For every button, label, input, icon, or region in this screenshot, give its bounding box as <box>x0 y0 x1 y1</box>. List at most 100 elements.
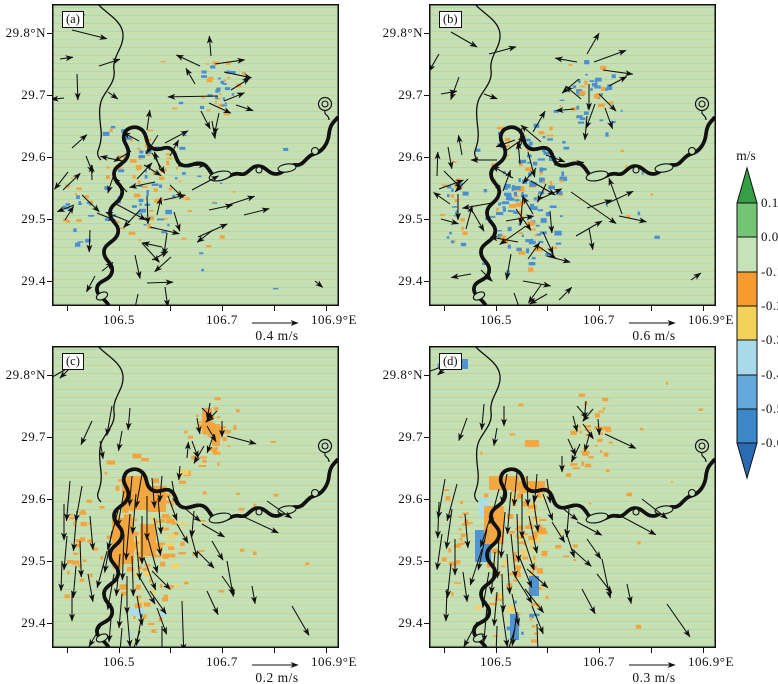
y-axis-label: 29.7 <box>21 429 46 444</box>
x-tick-mark <box>66 648 68 653</box>
anomaly-speckles <box>62 11 289 290</box>
y-tick-mark <box>424 560 429 562</box>
y-tick-mark <box>47 94 52 96</box>
y-axis-label: 29.4 <box>21 273 46 288</box>
x-tick-mark <box>443 648 445 653</box>
y-tick-mark <box>424 280 429 282</box>
y-tick-mark <box>47 436 52 438</box>
map-panel-b <box>429 4 716 306</box>
wind-vectors <box>429 361 691 648</box>
x-tick-mark <box>273 306 275 311</box>
y-tick-mark <box>424 32 429 34</box>
x-tick-mark <box>325 648 327 653</box>
y-tick-mark <box>47 622 52 624</box>
x-axis-label: 106.5 <box>103 654 135 669</box>
y-axis-label: 29.5 <box>21 211 46 226</box>
colorbar-tick-label: -0.6 <box>761 435 778 450</box>
x-tick-mark <box>495 648 497 653</box>
x-tick-mark <box>598 306 600 311</box>
y-axis-label: 29.6 <box>398 491 423 506</box>
anomaly-speckles <box>64 356 310 636</box>
colorbar-tick-label: -0.4 <box>761 367 778 382</box>
x-tick-mark <box>118 648 120 653</box>
x-axis-label: 106.7 <box>583 654 615 669</box>
colorbar <box>736 166 758 480</box>
x-tick-mark <box>169 648 171 653</box>
x-tick-mark <box>221 648 223 653</box>
y-axis-label: 29.8°N <box>382 25 423 40</box>
y-axis-label: 29.7 <box>398 429 423 444</box>
y-axis-label: 29.4 <box>398 273 423 288</box>
colorbar-tick-label: 0.0 <box>761 229 778 244</box>
reference-vector-label: 0.3 m/s <box>632 670 676 684</box>
panel-label-d: (d) <box>439 353 462 370</box>
y-tick-mark <box>424 374 429 376</box>
colorbar-tick-label: 0.1 <box>761 195 778 210</box>
y-tick-mark <box>424 622 429 624</box>
y-tick-mark <box>47 32 52 34</box>
y-tick-mark <box>47 156 52 158</box>
y-axis-label: 29.6 <box>21 491 46 506</box>
y-tick-mark <box>424 94 429 96</box>
anomaly-speckles <box>439 12 660 275</box>
y-tick-mark <box>424 498 429 500</box>
colorbar-tick-label: -0.2 <box>761 298 778 313</box>
x-axis-label: 106.9°E <box>688 654 734 669</box>
reference-vector-arrow <box>252 662 299 668</box>
y-axis-label: 29.5 <box>398 553 423 568</box>
y-tick-mark <box>47 280 52 282</box>
y-tick-mark <box>424 436 429 438</box>
x-axis-label: 106.5 <box>480 312 512 327</box>
x-axis-label: 106.7 <box>206 312 238 327</box>
y-tick-mark <box>47 498 52 500</box>
panel-label-b: (b) <box>439 11 462 28</box>
x-axis-label: 106.7 <box>583 312 615 327</box>
map-panel-c <box>52 346 339 648</box>
panel-label-a: (a) <box>62 11 84 28</box>
y-tick-mark <box>424 156 429 158</box>
colorbar-tick-label: -0.5 <box>761 401 778 416</box>
x-tick-mark <box>273 648 275 653</box>
x-tick-mark <box>66 306 68 311</box>
y-axis-label: 29.8°N <box>5 367 46 382</box>
y-axis-label: 29.7 <box>398 87 423 102</box>
colorbar-unit-label: m/s <box>736 148 756 163</box>
x-axis-label: 106.9°E <box>311 312 357 327</box>
x-axis-label: 106.7 <box>206 654 238 669</box>
wind-vectors <box>429 31 702 306</box>
y-axis-label: 29.6 <box>398 149 423 164</box>
x-tick-mark <box>221 306 223 311</box>
colorbar-tick-label: -0.3 <box>761 332 778 347</box>
reference-vector-label: 0.4 m/s <box>255 328 299 343</box>
y-axis-label: 29.7 <box>21 87 46 102</box>
x-axis-label: 106.9°E <box>688 312 734 327</box>
y-axis-label: 29.6 <box>21 149 46 164</box>
x-tick-mark <box>495 306 497 311</box>
x-tick-mark <box>118 306 120 311</box>
y-axis-label: 29.5 <box>21 553 46 568</box>
map-panel-a <box>52 4 339 306</box>
colorbar-tick-label: -0.1 <box>761 264 778 279</box>
x-tick-mark <box>443 306 445 311</box>
reference-vector-arrow <box>252 320 299 326</box>
y-tick-mark <box>424 218 429 220</box>
x-tick-mark <box>169 306 171 311</box>
x-tick-mark <box>650 648 652 653</box>
x-axis-label: 106.5 <box>103 312 135 327</box>
y-axis-label: 29.4 <box>21 615 46 630</box>
x-tick-mark <box>546 306 548 311</box>
y-axis-label: 29.8°N <box>382 367 423 382</box>
anomaly-speckles <box>437 355 703 643</box>
x-tick-mark <box>546 648 548 653</box>
y-tick-mark <box>47 218 52 220</box>
panel-label-c: (c) <box>62 353 84 370</box>
y-axis-label: 29.8°N <box>5 25 46 40</box>
wind-vectors <box>52 363 310 648</box>
x-tick-mark <box>702 648 704 653</box>
y-axis-label: 29.5 <box>398 211 423 226</box>
x-tick-mark <box>702 306 704 311</box>
x-axis-label: 106.5 <box>480 654 512 669</box>
y-axis-label: 29.4 <box>398 615 423 630</box>
x-tick-mark <box>325 306 327 311</box>
